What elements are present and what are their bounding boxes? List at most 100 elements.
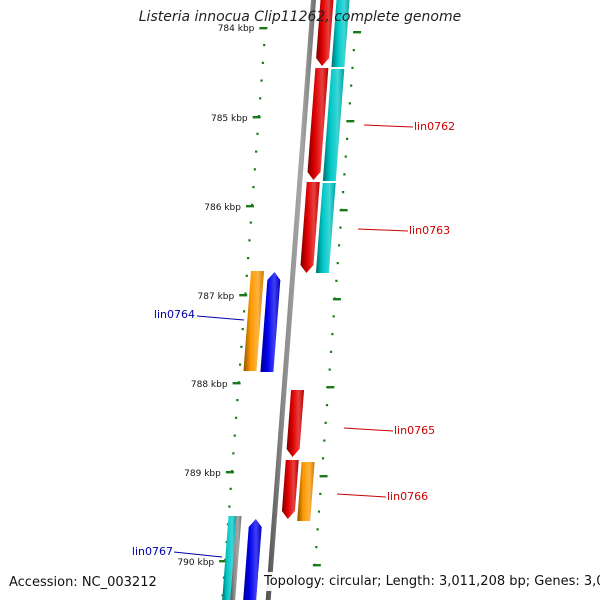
cds-bar-orange-right: [297, 462, 315, 521]
cds-bar-orange-left: [243, 271, 265, 371]
major-tick-left: [259, 27, 268, 30]
gene-arrow-lin0764: [260, 272, 281, 372]
major-tick-left: [252, 116, 261, 119]
label-leader-line: [336, 493, 387, 498]
minor-tick-right: [316, 528, 319, 531]
minor-tick-right: [344, 155, 347, 158]
minor-tick-left: [252, 186, 255, 189]
genome-summary: Topology: circular; Length: 3,011,208 bp…: [258, 572, 600, 591]
minor-tick-right: [329, 350, 333, 353]
major-tick-left: [239, 294, 248, 297]
minor-tick-left: [232, 452, 235, 455]
minor-tick-left: [247, 257, 250, 260]
cds-bar-cyan-1: [322, 69, 345, 181]
gene-arrow-red-top: [316, 0, 334, 66]
minor-tick-right: [336, 262, 339, 265]
minor-tick-right: [319, 492, 322, 495]
cds-bar-gray-left: [230, 516, 242, 600]
minor-tick-right: [325, 404, 329, 407]
minor-tick-left: [249, 221, 252, 224]
minor-tick-right: [317, 510, 321, 513]
minor-tick-right: [352, 49, 355, 52]
minor-tick-right: [332, 315, 335, 318]
genome-backbone: [265, 0, 317, 600]
minor-tick-right: [348, 102, 351, 105]
tick-label: 787 kbp: [198, 292, 235, 302]
gene-arrow-lin0763: [300, 182, 320, 273]
major-tick-right: [346, 120, 355, 123]
gene-arrow-lin0765: [286, 390, 305, 457]
minor-tick-left: [240, 345, 243, 348]
label-leader-line: [363, 124, 414, 128]
gene-label-lin0764: lin0764: [154, 308, 195, 321]
cds-bar-cyan-top: [331, 0, 350, 67]
minor-tick-left: [228, 505, 231, 508]
tick-label: 789 kbp: [184, 469, 221, 479]
gene-label-lin0762: lin0762: [414, 120, 455, 133]
major-tick-left: [219, 560, 228, 563]
gene-labels: lin0762 lin0763 lin0764 lin0765 lin0766 lin07…: [132, 120, 455, 558]
major-tick-left: [225, 471, 234, 474]
minor-tick-left: [238, 363, 242, 366]
minor-tick-left: [248, 239, 251, 242]
map-title: Listeria innocua Clip11262, complete gen…: [138, 9, 462, 25]
minor-tick-left: [243, 310, 246, 313]
gene-label-lin0766: lin0766: [387, 490, 428, 503]
minor-tick-left: [256, 132, 259, 135]
minor-tick-right: [315, 546, 318, 549]
label-leader-line: [196, 315, 245, 321]
tick-marks: 784 kbp 785 kbp 786 kbp 787 kbp 788 kbp 789 k…: [177, 24, 362, 597]
major-tick-right: [326, 386, 335, 389]
minor-tick-right: [324, 421, 327, 424]
minor-tick-right: [328, 368, 331, 371]
minor-tick-right: [343, 173, 346, 176]
tick-label: 785 kbp: [211, 114, 248, 124]
cds-bar-cyan-2: [315, 183, 336, 273]
major-tick-right: [353, 31, 362, 34]
minor-tick-left: [236, 399, 239, 402]
label-leader-line: [357, 228, 409, 232]
gene-label-lin0763: lin0763: [409, 224, 450, 237]
gene-arrow-lin0762: [307, 68, 329, 180]
minor-tick-left: [260, 79, 263, 82]
major-tick-right: [319, 475, 328, 478]
minor-tick-left: [245, 274, 248, 277]
minor-tick-right: [321, 457, 325, 460]
tick-label: 784 kbp: [218, 24, 255, 34]
minor-tick-left: [251, 203, 254, 206]
tick-label: 786 kbp: [204, 203, 241, 213]
minor-tick-right: [342, 191, 345, 194]
minor-tick-right: [331, 333, 334, 336]
minor-tick-right: [350, 84, 353, 87]
gene-label-lin0767: lin0767: [132, 545, 173, 558]
accession-label: Accession: NC_003212: [9, 575, 157, 590]
minor-tick-left: [261, 61, 264, 64]
minor-tick-right: [339, 226, 342, 229]
minor-tick-left: [229, 487, 232, 490]
major-tick-left: [232, 382, 241, 385]
major-tick-right: [339, 209, 348, 212]
minor-tick-right: [337, 244, 341, 247]
minor-tick-left: [234, 416, 238, 419]
gene-label-lin0765: lin0765: [394, 424, 435, 437]
minor-tick-left: [259, 97, 262, 100]
minor-tick-left: [233, 434, 236, 437]
minor-tick-left: [255, 150, 258, 153]
gene-arrow-lin0767: [243, 519, 262, 600]
minor-tick-left: [244, 292, 247, 295]
minor-tick-right: [351, 66, 354, 69]
label-leader-line: [173, 551, 223, 558]
major-tick-left: [245, 205, 254, 208]
minor-tick-left: [241, 328, 244, 331]
major-tick-right: [312, 564, 321, 567]
minor-tick-left: [253, 168, 256, 171]
minor-tick-right: [335, 279, 338, 282]
label-leader-line: [343, 427, 394, 432]
gene-arrow-lin0766: [281, 460, 299, 519]
tick-label: 790 kbp: [177, 558, 214, 568]
cds-bar-cyan-left: [222, 516, 237, 600]
minor-tick-left: [263, 44, 266, 47]
tick-label: 788 kbp: [191, 380, 228, 390]
